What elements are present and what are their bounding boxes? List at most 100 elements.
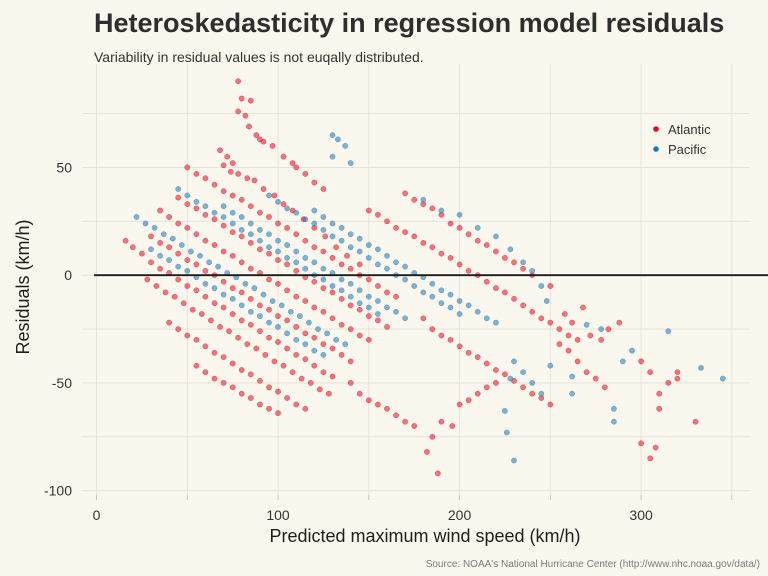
point-atlantic [238,95,245,102]
x-tick-label: 300 [629,507,653,523]
point-atlantic [202,369,209,376]
point-atlantic [320,248,327,255]
point-atlantic [166,319,172,326]
point-atlantic [289,160,296,166]
point-pacific [420,196,427,203]
point-atlantic [344,252,350,259]
point-atlantic [302,171,309,177]
point-pacific [287,308,294,315]
point-atlantic [447,255,454,261]
point-atlantic [322,233,329,240]
point-atlantic [193,231,200,238]
point-atlantic [220,354,227,360]
point-atlantic [184,257,191,263]
point-pacific [438,207,445,214]
point-atlantic [483,278,490,285]
point-atlantic [189,306,196,313]
point-pacific [260,291,267,298]
point-atlantic [483,360,490,367]
point-atlantic [402,190,408,197]
point-pacific [229,296,236,302]
point-pacific [178,242,185,248]
point-pacific [184,192,191,199]
point-pacific [329,132,336,138]
point-atlantic [474,354,481,360]
point-pacific [356,287,363,294]
point-pacific [329,220,336,227]
point-pacific [719,375,726,382]
point-pacific [429,280,436,287]
point-atlantic [320,369,327,376]
point-atlantic [456,261,463,268]
point-atlantic [384,405,390,412]
point-atlantic [284,261,290,268]
point-atlantic [356,306,363,313]
point-atlantic [493,367,499,373]
point-atlantic [235,78,241,85]
point-atlantic [556,341,563,347]
point-atlantic [529,390,536,397]
point-atlantic [420,240,427,246]
point-pacific [166,257,172,263]
point-atlantic [148,233,154,240]
point-pacific [375,311,381,317]
point-atlantic [229,384,236,391]
point-atlantic [238,367,245,373]
point-atlantic [235,171,241,177]
point-atlantic [347,326,354,332]
legend-marker-pacific [653,146,659,152]
point-pacific [284,330,290,337]
point-pacific [302,341,309,347]
point-atlantic [329,345,336,352]
point-pacific [456,311,463,317]
point-pacific [284,242,290,248]
point-atlantic [665,380,672,386]
point-pacific [306,319,312,326]
point-pacific [503,429,510,436]
point-atlantic [574,358,581,365]
point-atlantic [429,244,436,251]
point-atlantic [338,321,345,328]
point-pacific [474,224,481,231]
point-atlantic [601,384,608,391]
point-atlantic [220,162,227,169]
point-atlantic [411,233,418,240]
point-atlantic [235,108,241,115]
point-pacific [184,268,191,274]
point-pacific [338,287,345,294]
point-atlantic [365,313,372,319]
point-atlantic [320,285,327,291]
point-atlantic [547,319,554,326]
point-atlantic [483,242,490,248]
point-atlantic [242,112,249,119]
point-pacific [384,265,390,272]
point-atlantic [184,164,191,171]
point-pacific [293,209,300,216]
point-atlantic [329,315,336,322]
point-atlantic [166,214,172,220]
point-atlantic [122,237,129,244]
legend-marker-atlantic [653,126,659,132]
point-atlantic [520,302,526,309]
point-pacific [402,276,408,283]
point-atlantic [502,289,508,296]
point-pacific [293,248,300,255]
point-atlantic [302,237,309,244]
point-pacific [342,143,349,149]
point-atlantic [347,302,354,309]
point-atlantic [247,97,254,104]
point-pacific [347,280,354,287]
point-pacific [507,375,514,382]
point-pacific [169,235,176,242]
point-pacific [347,231,354,238]
point-pacific [278,302,285,309]
point-atlantic [449,423,456,429]
point-pacific [206,259,212,266]
point-atlantic [257,377,263,384]
point-atlantic [202,293,209,300]
point-atlantic [275,339,281,345]
point-atlantic [238,233,245,240]
point-atlantic [253,345,260,352]
point-pacific [611,405,617,412]
point-atlantic [193,261,200,268]
